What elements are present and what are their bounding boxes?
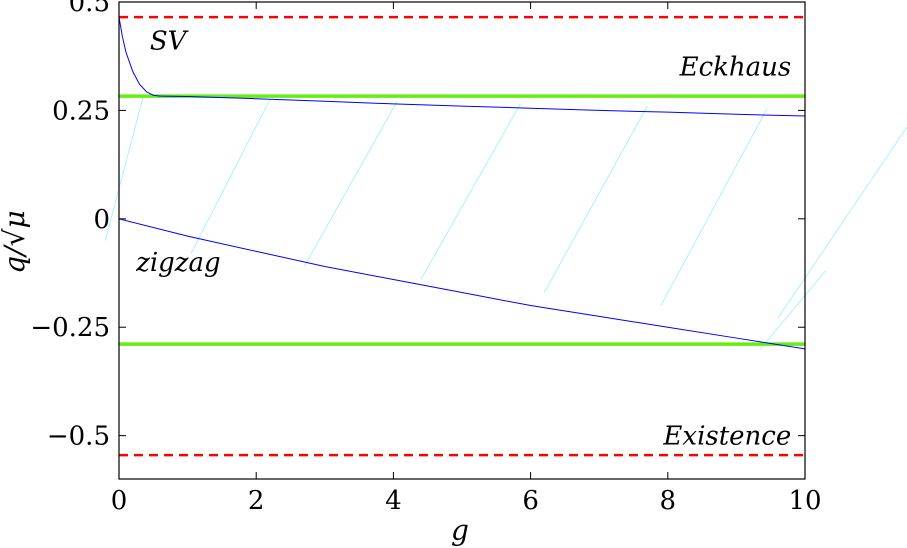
plot-frame [118, 1, 806, 480]
labels-layer: SV Eckhaus zigzag Existence [135, 27, 791, 452]
instability-curve [160, 95, 805, 117]
y-axis-label: q/√μ [0, 210, 31, 273]
y-tick-label: −0.25 [30, 313, 110, 343]
y-tick-label: 0.5 [69, 0, 110, 18]
plot-background [119, 2, 805, 479]
instability-curve [119, 17, 161, 97]
hatch-line [777, 126, 907, 319]
hatch-region [104, 97, 907, 350]
x-tick-label: 4 [385, 486, 402, 516]
hatch-line [190, 99, 271, 254]
x-tick-label: 2 [248, 486, 265, 516]
hatch-line [303, 101, 398, 267]
hatch-line [760, 270, 826, 350]
hatch-line [543, 105, 648, 293]
instability-curve [119, 218, 805, 350]
x-tick-label: 8 [660, 486, 677, 516]
annotation-eckhaus: Eckhaus [679, 53, 792, 83]
hatch-line [660, 108, 768, 306]
y-tick-label: −0.5 [47, 422, 110, 452]
ticks-layer: 0 2 4 6 8 10 0.5 0.25 0 −0.25 −0.5 [30, 0, 821, 516]
y-tick-label: 0 [93, 205, 110, 235]
annotation-existence: Existence [662, 421, 791, 451]
hatch-line [420, 103, 521, 280]
annotation-zigzag: zigzag [135, 248, 221, 278]
y-tick-label: 0.25 [52, 96, 110, 126]
x-tick-label: 6 [522, 486, 539, 516]
hatch-line [104, 97, 144, 241]
annotation-sv: SV [150, 27, 189, 57]
series-layer [119, 15, 805, 457]
x-axis-label: g [451, 514, 469, 547]
x-tick-label: 10 [788, 486, 821, 516]
x-tick-label: 0 [111, 486, 128, 516]
